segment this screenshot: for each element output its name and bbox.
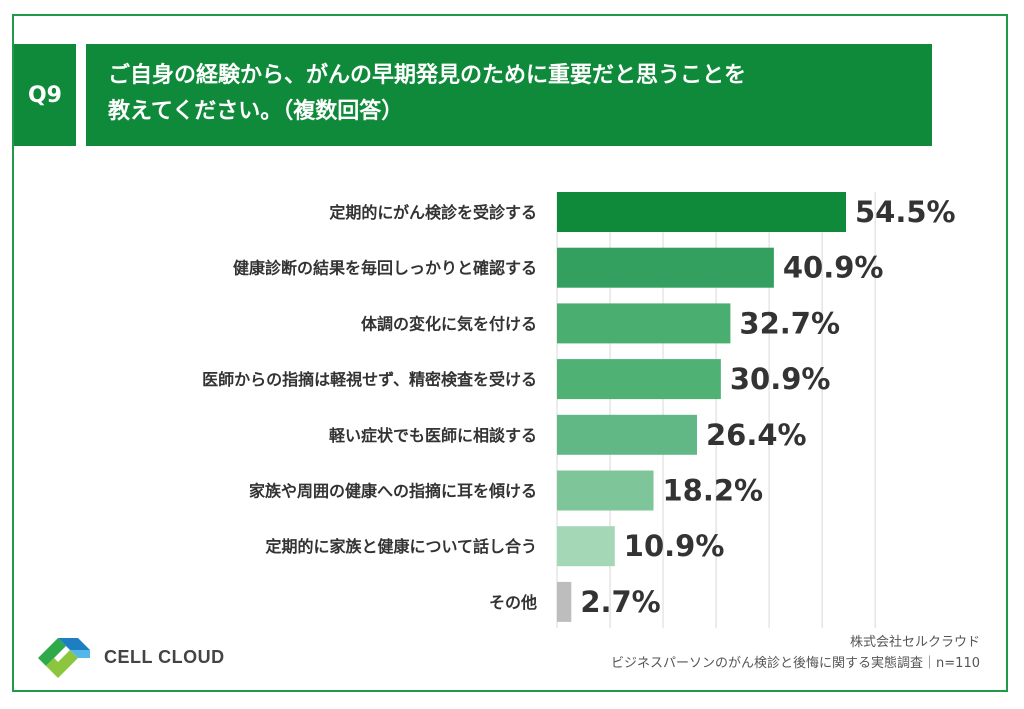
category-label: 定期的にがん検診を受診する bbox=[328, 203, 537, 222]
value-label: 40.9% bbox=[783, 251, 884, 285]
bar bbox=[557, 247, 774, 288]
company-logo: CELL CLOUD bbox=[34, 632, 225, 682]
category-label: 家族や周囲の健康への指摘に耳を傾ける bbox=[249, 482, 537, 501]
bar bbox=[557, 470, 654, 511]
category-label: 医師からの指摘は軽視せず、精密検査を受ける bbox=[202, 370, 537, 389]
bar bbox=[557, 414, 697, 455]
value-label: 26.4% bbox=[706, 418, 807, 452]
category-label: 軽い症状でも医師に相談する bbox=[329, 426, 537, 445]
bar bbox=[557, 526, 615, 567]
value-label: 10.9% bbox=[624, 529, 725, 563]
category-label: 健康診断の結果を毎回しっかりと確認する bbox=[233, 259, 537, 278]
value-label: 18.2% bbox=[663, 474, 764, 508]
bar bbox=[557, 581, 572, 622]
question-title-line-1: ご自身の経験から、がんの早期発見のために重要だと思うことを bbox=[108, 63, 747, 88]
logo-text: CELL CLOUD bbox=[104, 646, 225, 667]
source-note: 株式会社セルクラウド ビジネスパーソンのがん検診と後悔に関する実態調査｜n=11… bbox=[611, 632, 980, 674]
category-label: その他 bbox=[489, 593, 537, 612]
question-number-tag: Q9 bbox=[14, 44, 76, 146]
bar bbox=[557, 359, 721, 400]
cell-cloud-logo-icon bbox=[38, 638, 90, 678]
value-label: 32.7% bbox=[739, 306, 840, 340]
bar bbox=[557, 192, 846, 232]
category-label: 体調の変化に気を付ける bbox=[361, 314, 537, 333]
outer-frame bbox=[12, 14, 1008, 692]
value-label: 54.5% bbox=[855, 195, 956, 229]
question-title-line-2: 教えてください。（複数回答） bbox=[108, 99, 404, 124]
category-label: 定期的に家族と健康について話し合う bbox=[264, 537, 537, 556]
value-label: 30.9% bbox=[730, 362, 831, 396]
value-label: 2.7% bbox=[580, 585, 660, 619]
source-company: 株式会社セルクラウド bbox=[849, 635, 980, 650]
source-survey: ビジネスパーソンのがん検診と後悔に関する実態調査｜n=110 bbox=[611, 656, 980, 671]
question-title: ご自身の経験から、がんの早期発見のために重要だと思うことを 教えてください。（複… bbox=[86, 44, 932, 146]
bar bbox=[557, 303, 731, 344]
